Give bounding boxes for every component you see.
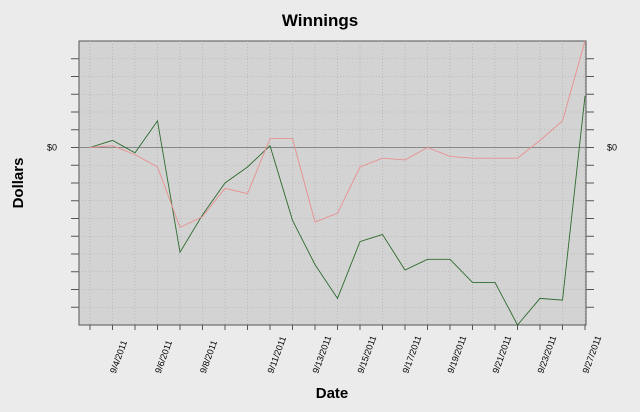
chart-title: Winnings	[282, 11, 358, 30]
series-line-2	[89, 40, 586, 229]
x-tick-label: 9/19/2011	[445, 334, 468, 374]
y-tick-label-right: $0	[607, 143, 617, 153]
x-axis-label: Date	[316, 385, 349, 402]
x-tick-label: 9/4/2011	[108, 339, 129, 375]
x-tick-label: 9/21/2011	[490, 334, 513, 374]
x-tick-label: 9/23/2011	[535, 334, 558, 374]
x-tick-label: 9/15/2011	[355, 334, 378, 374]
x-tick-label: 9/8/2011	[198, 339, 219, 375]
x-tick-label: 9/11/2011	[265, 335, 288, 375]
x-tick-label: 9/27/2011	[580, 334, 603, 374]
axis-ticks	[71, 58, 594, 330]
x-tick-label: 9/17/2011	[400, 334, 423, 374]
plot-area	[78, 40, 587, 326]
x-tick-label: 9/13/2011	[310, 334, 333, 374]
x-tick-labels: 9/4/2011 9/6/2011 9/8/2011 9/11/2011 9/13/20…	[108, 334, 603, 374]
x-tick-label: 9/6/2011	[153, 339, 174, 375]
y-axis-label: Dollars	[10, 158, 27, 209]
y-tick-label-left: $0	[47, 143, 57, 153]
series-lines	[89, 40, 586, 326]
